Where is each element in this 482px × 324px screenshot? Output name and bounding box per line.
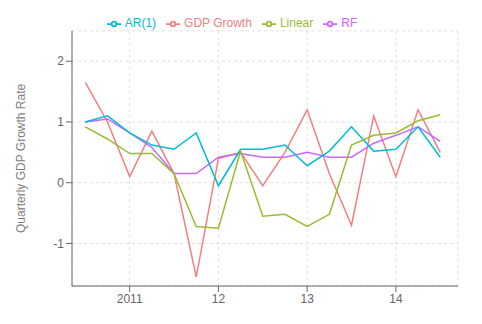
svg-text:1: 1 <box>57 115 64 129</box>
svg-text:13: 13 <box>300 292 314 306</box>
html-text:RF: RF <box>341 16 358 30</box>
svg-text:2011: 2011 <box>117 292 143 306</box>
svg-text:Quarterly GDP Growth Rate: Quarterly GDP Growth Rate <box>14 84 28 233</box>
html-text:Linear: Linear <box>279 16 314 30</box>
html-text:AR(1): AR(1) <box>124 16 157 30</box>
svg-text:2: 2 <box>57 54 64 68</box>
svg-text:12: 12 <box>212 292 226 306</box>
html-text:GDP Growth: GDP Growth <box>184 16 252 30</box>
svg-text:14: 14 <box>389 292 403 306</box>
svg-text:-1: -1 <box>53 237 64 251</box>
svg-text:0: 0 <box>57 176 64 190</box>
